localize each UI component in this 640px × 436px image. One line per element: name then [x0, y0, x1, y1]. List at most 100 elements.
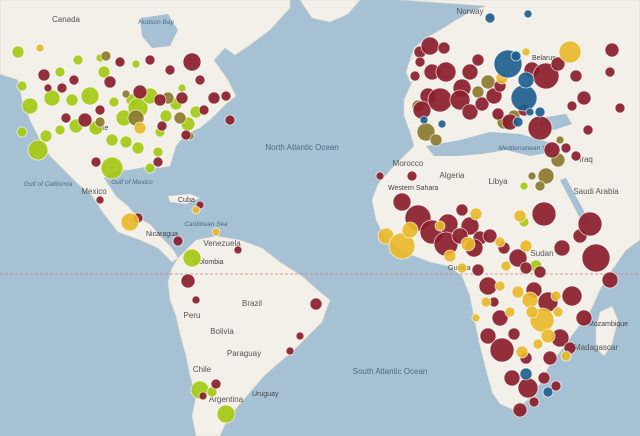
marker-maroon[interactable]: [482, 228, 498, 244]
marker-maroon[interactable]: [604, 42, 620, 58]
marker-blue[interactable]: [523, 9, 533, 19]
marker-maroon[interactable]: [553, 239, 571, 257]
marker-maroon[interactable]: [560, 142, 572, 154]
marker-maroon[interactable]: [604, 66, 616, 78]
marker-maroon[interactable]: [503, 369, 521, 387]
marker-olive[interactable]: [480, 74, 496, 90]
marker-maroon[interactable]: [528, 396, 540, 408]
marker-maroon[interactable]: [575, 309, 593, 327]
marker-lime[interactable]: [131, 141, 145, 155]
marker-maroon[interactable]: [375, 171, 385, 181]
marker-maroon[interactable]: [153, 93, 167, 107]
marker-layer[interactable]: [11, 9, 626, 424]
marker-maroon[interactable]: [392, 192, 412, 212]
marker-blue[interactable]: [519, 367, 533, 381]
marker-maroon[interactable]: [527, 115, 553, 141]
marker-yellow[interactable]: [560, 350, 572, 362]
marker-yellow[interactable]: [469, 207, 483, 221]
marker-maroon[interactable]: [566, 100, 578, 112]
marker-lime[interactable]: [65, 93, 79, 107]
marker-maroon[interactable]: [94, 104, 106, 116]
marker-yellow[interactable]: [558, 40, 582, 64]
marker-maroon[interactable]: [435, 61, 457, 83]
marker-lime[interactable]: [131, 59, 141, 69]
marker-olive[interactable]: [100, 50, 112, 62]
marker-maroon[interactable]: [531, 201, 557, 227]
marker-maroon[interactable]: [601, 271, 619, 289]
marker-maroon[interactable]: [537, 371, 551, 385]
marker-blue[interactable]: [525, 107, 535, 117]
marker-maroon[interactable]: [409, 70, 421, 82]
marker-yellow[interactable]: [550, 290, 562, 302]
marker-maroon[interactable]: [95, 195, 105, 205]
marker-yellow[interactable]: [35, 43, 45, 53]
marker-yellow[interactable]: [480, 296, 492, 308]
marker-lime[interactable]: [182, 248, 202, 268]
marker-lime[interactable]: [16, 80, 28, 92]
marker-yellow[interactable]: [515, 345, 529, 359]
marker-maroon[interactable]: [164, 64, 176, 76]
marker-maroon[interactable]: [519, 261, 533, 275]
marker-lime[interactable]: [519, 181, 529, 191]
marker-maroon[interactable]: [437, 41, 451, 55]
marker-yellow[interactable]: [500, 260, 512, 272]
marker-lime[interactable]: [97, 65, 111, 79]
marker-maroon[interactable]: [295, 331, 305, 341]
marker-maroon[interactable]: [542, 350, 558, 366]
marker-maroon[interactable]: [507, 327, 521, 341]
marker-lime[interactable]: [21, 97, 39, 115]
marker-blue[interactable]: [510, 50, 522, 62]
marker-yellow[interactable]: [434, 220, 446, 232]
marker-olive[interactable]: [173, 111, 187, 125]
marker-maroon[interactable]: [461, 63, 479, 81]
marker-maroon[interactable]: [427, 87, 453, 113]
marker-yellow[interactable]: [191, 205, 201, 215]
marker-blue[interactable]: [517, 71, 535, 89]
marker-maroon[interactable]: [220, 90, 232, 102]
marker-olive[interactable]: [471, 85, 485, 99]
marker-yellow[interactable]: [494, 236, 506, 248]
marker-olive[interactable]: [555, 135, 565, 145]
marker-blue[interactable]: [534, 106, 546, 118]
marker-yellow[interactable]: [460, 236, 476, 252]
marker-lime[interactable]: [105, 133, 119, 147]
marker-maroon[interactable]: [471, 263, 485, 277]
marker-maroon[interactable]: [449, 89, 471, 111]
marker-lime[interactable]: [39, 129, 53, 143]
marker-lime[interactable]: [159, 109, 173, 123]
marker-maroon[interactable]: [37, 68, 51, 82]
marker-maroon[interactable]: [543, 141, 561, 159]
marker-maroon[interactable]: [90, 156, 102, 168]
marker-yellow[interactable]: [494, 280, 506, 292]
marker-maroon[interactable]: [550, 56, 566, 72]
marker-lime[interactable]: [43, 89, 61, 107]
marker-lime[interactable]: [100, 156, 124, 180]
marker-maroon[interactable]: [420, 36, 440, 56]
marker-blue[interactable]: [437, 119, 447, 129]
marker-maroon[interactable]: [210, 378, 222, 390]
marker-lime[interactable]: [54, 124, 66, 136]
marker-yellow[interactable]: [504, 306, 516, 318]
marker-lime[interactable]: [152, 146, 164, 158]
marker-maroon[interactable]: [406, 170, 418, 182]
marker-blue[interactable]: [510, 84, 538, 112]
marker-yellow[interactable]: [133, 121, 147, 135]
marker-maroon[interactable]: [198, 104, 210, 116]
marker-maroon[interactable]: [508, 248, 528, 268]
marker-maroon[interactable]: [207, 91, 221, 105]
marker-maroon[interactable]: [474, 96, 490, 112]
marker-maroon[interactable]: [561, 285, 583, 307]
marker-maroon[interactable]: [455, 203, 469, 217]
marker-blue[interactable]: [512, 116, 524, 128]
marker-yellow[interactable]: [388, 232, 416, 260]
marker-yellow[interactable]: [521, 291, 539, 309]
marker-lime[interactable]: [72, 54, 84, 66]
marker-maroon[interactable]: [180, 273, 196, 289]
marker-maroon[interactable]: [491, 309, 509, 327]
marker-olive[interactable]: [527, 171, 537, 181]
marker-lime[interactable]: [27, 139, 49, 161]
marker-maroon[interactable]: [517, 377, 539, 399]
marker-maroon[interactable]: [68, 74, 80, 86]
